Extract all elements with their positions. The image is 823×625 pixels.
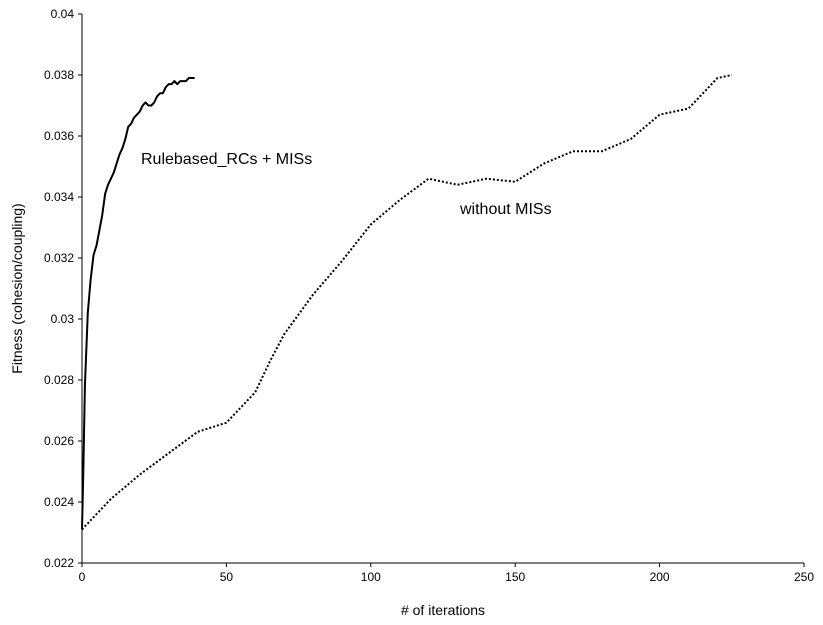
x-tick-label: 150 <box>505 570 525 584</box>
x-tick-label: 250 <box>794 570 814 584</box>
y-tick-label: 0.032 <box>44 251 74 265</box>
axes <box>81 14 804 564</box>
annotation-rulebased: Rulebased_RCs + MISs <box>141 151 312 168</box>
x-tick-label: 100 <box>361 570 381 584</box>
annotation-without-miss: without MISs <box>459 201 552 218</box>
y-tick-label: 0.026 <box>44 434 74 448</box>
y-tick-label: 0.028 <box>44 373 74 387</box>
y-tick-label: 0.034 <box>44 190 74 204</box>
y-tick-label: 0.022 <box>44 556 74 570</box>
y-tick-label: 0.04 <box>51 7 75 21</box>
y-tick-label: 0.036 <box>44 129 74 143</box>
series-lines <box>81 74 733 531</box>
x-tick-label: 0 <box>79 570 86 584</box>
x-tick-label: 200 <box>650 570 670 584</box>
y-tick-label: 0.03 <box>51 312 75 326</box>
y-tick-label: 0.024 <box>44 495 74 509</box>
series-line-without-miss <box>81 74 733 531</box>
series-line-rulebased <box>81 77 195 530</box>
y-tick-label: 0.038 <box>44 68 74 82</box>
ticks: 0 50 100 150 200 250 0.022 0.024 0.026 0.028 0.03 0… <box>44 7 814 584</box>
y-axis-label: Fitness (cohesion/coupling) <box>9 203 25 373</box>
x-tick-label: 50 <box>220 570 234 584</box>
x-axis-label: # of iterations <box>401 602 485 618</box>
